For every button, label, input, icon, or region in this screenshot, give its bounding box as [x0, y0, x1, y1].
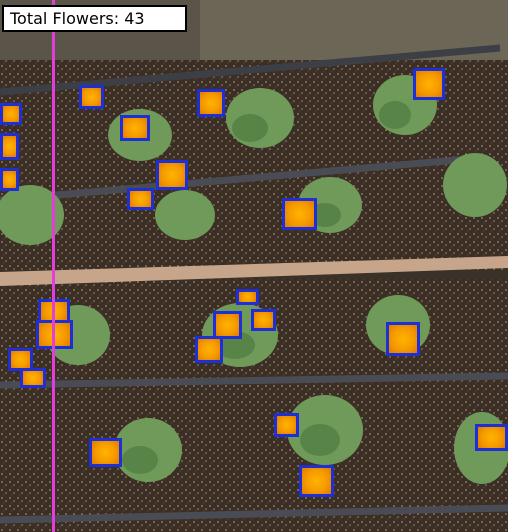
counting-line [52, 0, 55, 532]
flower-detection-box [213, 311, 242, 339]
flower-detection-box [0, 168, 19, 191]
flower-detection-box [0, 133, 19, 160]
flower-detection-box [413, 68, 445, 100]
flower-detection-box [156, 160, 188, 190]
flower-detection-box [251, 309, 276, 331]
flower-detection-box [0, 103, 22, 125]
flower-detection-box [195, 336, 223, 363]
flower-detection-box [386, 322, 420, 356]
flower-detection-box [197, 89, 225, 117]
flower-detection-box [236, 289, 259, 305]
flower-detection-box [20, 368, 46, 388]
flower-detection-box [89, 438, 122, 467]
flower-detection-box [127, 188, 154, 210]
flower-detection-box [299, 465, 334, 497]
flower-detection-box [120, 115, 150, 141]
flower-detection-box [79, 85, 104, 109]
flower-detection-box [475, 424, 508, 451]
flower-detection-box [274, 413, 299, 437]
flower-count-label: Total Flowers: 43 [2, 5, 187, 32]
flower-detection-box [282, 198, 317, 230]
